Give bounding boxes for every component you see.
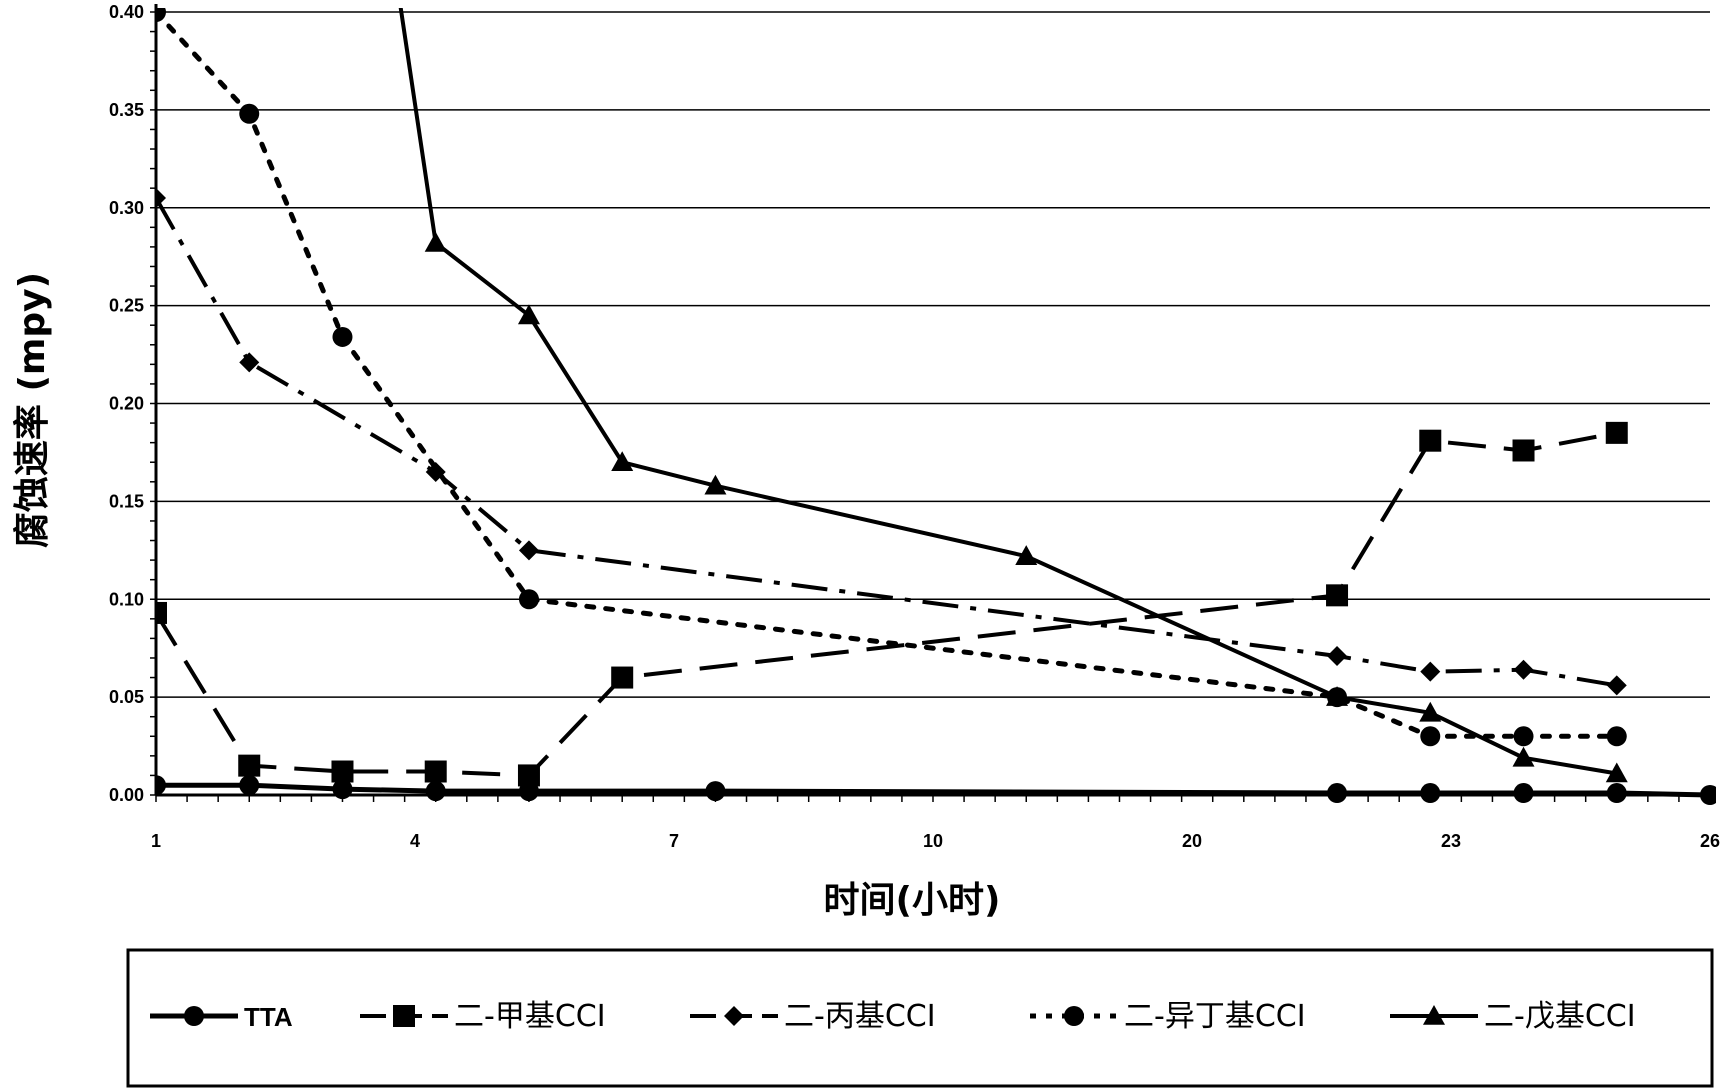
legend-label: 二-甲基CCI [454,999,606,1034]
data-point-series-2 [238,755,260,777]
series-lines [156,0,1710,795]
x-tick-label: 1 [151,831,161,851]
data-point-series-4 [1420,726,1440,746]
x-tick-label: 10 [923,831,943,851]
data-point-series-4 [1514,726,1534,746]
y-tick-label: 0.10 [109,589,144,609]
y-tick-label: 0.25 [109,296,144,316]
y-axis-title: 腐蚀速率 (mpy) [12,272,53,548]
legend-label: 二-丙基CCI [784,999,936,1034]
y-tick-label: 0.00 [109,785,144,805]
data-point-series-4 [519,589,539,609]
data-point-series-4 [239,104,259,124]
legend-label: TTA [244,1002,293,1032]
data-point-series-2 [425,761,447,783]
data-point-series-5 [611,451,633,471]
x-tick-label: 26 [1700,831,1720,851]
gridlines [156,12,1710,697]
data-point-series-2 [1326,584,1348,606]
x-axis-title: 时间(小时) [824,880,1001,921]
y-tick-label: 0.35 [109,100,144,120]
data-point-series-5 [1513,747,1535,767]
data-point-series-2 [1513,439,1535,461]
y-tick-label: 0.20 [109,394,144,414]
legend-marker [1064,1006,1084,1026]
data-point-series-1 [239,775,259,795]
legend-label: 二-异丁基CCI [1124,999,1306,1034]
y-tick-label: 0.30 [109,198,144,218]
legend-marker [393,1005,415,1027]
series-line-4 [156,12,1617,736]
x-tick-label: 20 [1182,831,1202,851]
data-point-series-3 [1420,662,1440,682]
data-point-series-3 [1514,660,1534,680]
y-axis-ticks: 0.00 0.05 0.10 0.15 0.20 0.25 0.30 0.35 0.40 [109,2,144,805]
y-tick-label: 0.40 [109,2,144,22]
data-point-series-3 [1607,675,1627,695]
data-point-series-2 [1419,430,1441,452]
y-tick-label: 0.05 [109,687,144,707]
data-point-series-2 [611,667,633,689]
x-tick-label: 23 [1441,831,1461,851]
y-tick-label: 0.15 [109,491,144,511]
legend: TTA 二-甲基CCI 二-丙基CCI 二-异丁基CCI 二-戊基CCI [128,950,1712,1086]
data-point-series-2 [331,761,353,783]
legend-marker [184,1006,204,1026]
series-line-3 [156,198,1617,685]
data-point-series-3 [1327,646,1347,666]
x-tick-label: 4 [410,831,420,851]
data-point-series-4 [1607,726,1627,746]
data-point-series-2 [518,764,540,786]
data-point-series-4 [332,327,352,347]
data-point-series-3 [519,540,539,560]
data-point-series-2 [1606,422,1628,444]
data-point-series-5 [425,232,447,252]
x-axis-ticks: 1 4 7 10 20 23 26 [151,831,1720,851]
data-point-series-3 [239,352,259,372]
legend-label: 二-戊基CCI [1484,999,1636,1034]
x-tick-label: 7 [669,831,679,851]
